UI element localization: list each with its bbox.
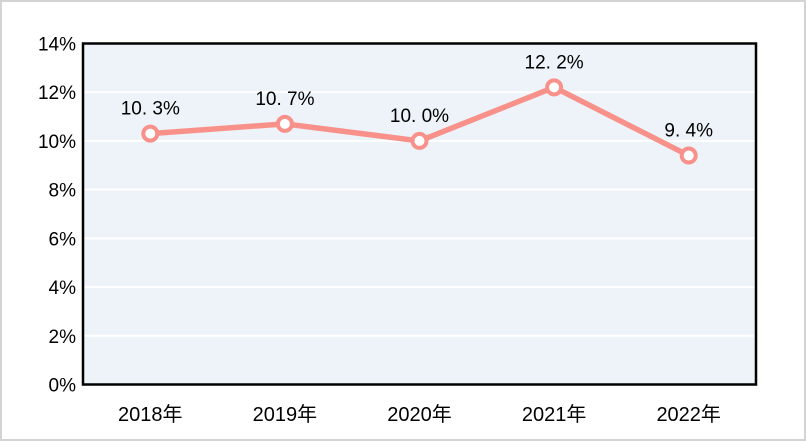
- plot-area: [81, 42, 758, 386]
- data-point-marker: [679, 146, 698, 165]
- x-axis-label: 2021年: [522, 403, 587, 426]
- data-point-marker: [410, 131, 429, 150]
- data-point-marker: [545, 78, 564, 97]
- data-point-marker: [141, 124, 160, 143]
- y-tick-label: 6%: [49, 229, 77, 250]
- y-tick-label: 8%: [49, 181, 77, 202]
- data-point-marker: [275, 114, 294, 133]
- data-label: 10. 7%: [255, 89, 314, 110]
- data-label: 12. 2%: [525, 52, 584, 73]
- x-axis-label: 2018年: [118, 403, 183, 426]
- y-tick-label: 12%: [38, 83, 76, 104]
- data-label: 10. 3%: [121, 99, 180, 120]
- y-tick-label: 10%: [38, 132, 76, 153]
- data-label: 9. 4%: [664, 121, 713, 142]
- x-axis-label: 2020年: [387, 403, 452, 426]
- y-tick-label: 14%: [38, 35, 76, 56]
- x-axis-label: 2019年: [253, 403, 318, 426]
- y-tick-label: 4%: [49, 278, 77, 299]
- data-label: 10. 0%: [390, 106, 449, 127]
- y-tick-label: 2%: [49, 327, 77, 348]
- y-tick-label: 0%: [49, 376, 77, 397]
- x-axis-label: 2022年: [656, 403, 721, 426]
